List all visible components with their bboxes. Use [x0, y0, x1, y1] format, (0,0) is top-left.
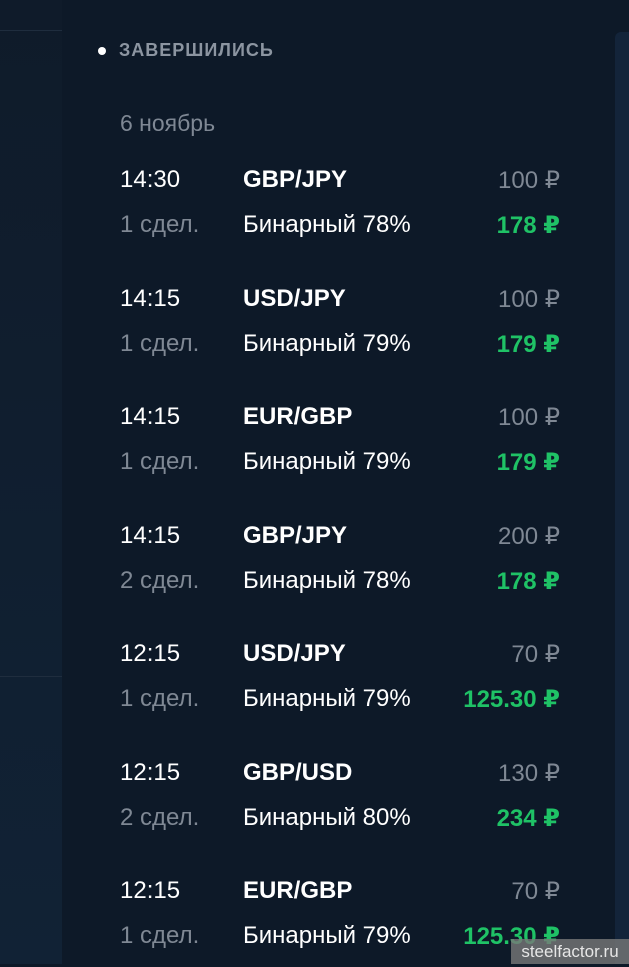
trade-pair: USD/JPY	[243, 284, 346, 312]
trade-type: Бинарный 78%	[243, 566, 411, 594]
trade-type: Бинарный 78%	[243, 211, 411, 238]
scrollbar[interactable]	[615, 32, 629, 964]
trade-payout: 234 ₽	[496, 804, 560, 832]
trade-pair: GBP/JPY	[243, 521, 348, 549]
trade-time: 14:30	[120, 166, 181, 193]
trade-payout: 178 ₽	[496, 212, 560, 239]
section-header: ЗАВЕРШИЛИСЬ	[98, 40, 274, 61]
left-sidebar	[0, 0, 62, 964]
trade-time: 14:15	[120, 284, 181, 312]
trade-pair: EUR/GBP	[243, 877, 353, 904]
trade-amount: 130 ₽	[498, 759, 560, 787]
trade-count: 1 сдел.	[120, 922, 200, 949]
trade-count: 2 сдел.	[120, 566, 200, 594]
section-title: ЗАВЕРШИЛИСЬ	[119, 40, 274, 60]
trade-type: Бинарный 79%	[243, 685, 411, 712]
divider	[0, 676, 62, 677]
divider	[0, 30, 62, 31]
trade-type: Бинарный 80%	[243, 803, 411, 831]
trade-type: Бинарный 79%	[243, 922, 411, 949]
trade-row[interactable]: 12:15 GBP/USD 130 ₽ 2 сдел. Бинарный 80% 234…	[120, 759, 560, 849]
trade-payout: 179 ₽	[496, 449, 560, 476]
trade-amount: 100 ₽	[498, 285, 560, 313]
date-label: 6 ноябрь	[120, 110, 216, 136]
trade-amount: 70 ₽	[511, 878, 560, 905]
trade-pair: GBP/JPY	[243, 166, 348, 193]
trade-payout: 125.30 ₽	[463, 686, 560, 713]
trade-payout: 179 ₽	[496, 330, 560, 358]
trade-count: 2 сдел.	[120, 803, 200, 831]
trade-row[interactable]: 14:30 GBP/JPY 100 ₽ 1 сдел. Бинарный 78% 178…	[120, 166, 560, 256]
trade-pair: USD/JPY	[243, 640, 346, 667]
trade-pair: EUR/GBP	[243, 403, 353, 430]
trade-time: 12:15	[120, 758, 181, 786]
trade-time: 12:15	[120, 877, 181, 904]
trade-row[interactable]: 12:15 EUR/GBP 70 ₽ 1 сдел. Бинарный 79% 125.…	[120, 877, 560, 967]
trade-count: 1 сдел.	[120, 448, 200, 475]
trade-count: 1 сдел.	[120, 685, 200, 712]
trade-count: 1 сдел.	[120, 329, 200, 357]
trade-row[interactable]: 14:15 EUR/GBP 100 ₽ 1 сдел. Бинарный 79% 179…	[120, 403, 560, 493]
trade-row[interactable]: 12:15 USD/JPY 70 ₽ 1 сдел. Бинарный 79% 125.…	[120, 640, 560, 730]
trade-type: Бинарный 79%	[243, 448, 411, 475]
trade-time: 12:15	[120, 640, 181, 667]
trade-time: 14:15	[120, 521, 181, 549]
trade-row[interactable]: 14:15 USD/JPY 100 ₽ 1 сдел. Бинарный 79% 179…	[120, 285, 560, 375]
trade-type: Бинарный 79%	[243, 329, 411, 357]
watermark: steelfactor.ru	[511, 939, 629, 964]
trade-pair: GBP/USD	[243, 758, 353, 786]
trade-amount: 100 ₽	[498, 404, 560, 431]
bullet-icon	[98, 46, 106, 55]
trade-amount: 100 ₽	[498, 167, 560, 194]
trade-row[interactable]: 14:15 GBP/JPY 200 ₽ 2 сдел. Бинарный 78% 178…	[120, 522, 560, 612]
closed-trades-panel	[62, 0, 615, 964]
trade-amount: 200 ₽	[498, 522, 560, 550]
trade-payout: 178 ₽	[496, 567, 560, 595]
trade-time: 14:15	[120, 403, 181, 430]
trade-amount: 70 ₽	[511, 641, 560, 668]
trade-count: 1 сдел.	[120, 211, 200, 238]
